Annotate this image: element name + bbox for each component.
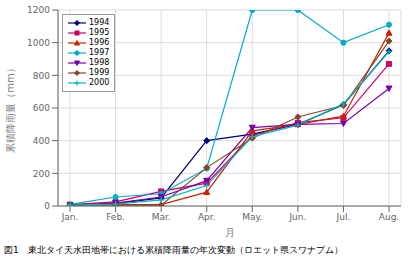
svg-text:Aug.: Aug. [379,212,399,222]
html-text:1994: 1994 [89,18,110,27]
svg-text:600: 600 [33,103,50,113]
svg-text:累積降雨量（mm）: 累積降雨量（mm） [8,63,16,152]
html-text:1996: 1996 [89,38,110,47]
svg-text:Jan.: Jan. [61,212,79,222]
svg-text:200: 200 [33,169,50,179]
svg-text:May.: May. [242,212,262,222]
svg-text:Apr.: Apr. [198,212,216,222]
html-text:1998: 1998 [89,58,110,67]
svg-text:Jul.: Jul. [336,212,351,222]
svg-text:800: 800 [33,71,50,81]
svg-text:Mar.: Mar. [152,212,171,222]
html-text:図1 東北タイ天水田地帯における累積降雨量の年次変動（ロエッ: 図1 東北タイ天水田地帯における累積降雨量の年次変動（ロエット県スワナプム） [4,245,343,255]
svg-text:Feb.: Feb. [106,212,125,222]
html-text:1999: 1999 [89,68,110,77]
svg-text:1000: 1000 [27,38,50,48]
svg-text:Jun.: Jun. [288,212,306,222]
html-text:1995: 1995 [89,28,110,37]
svg-text:月: 月 [225,227,235,238]
svg-text:0: 0 [44,201,50,211]
html-text:2000: 2000 [89,78,110,87]
svg-text:400: 400 [33,136,50,146]
html-text:1997: 1997 [89,48,110,57]
svg-text:1200: 1200 [27,5,50,15]
